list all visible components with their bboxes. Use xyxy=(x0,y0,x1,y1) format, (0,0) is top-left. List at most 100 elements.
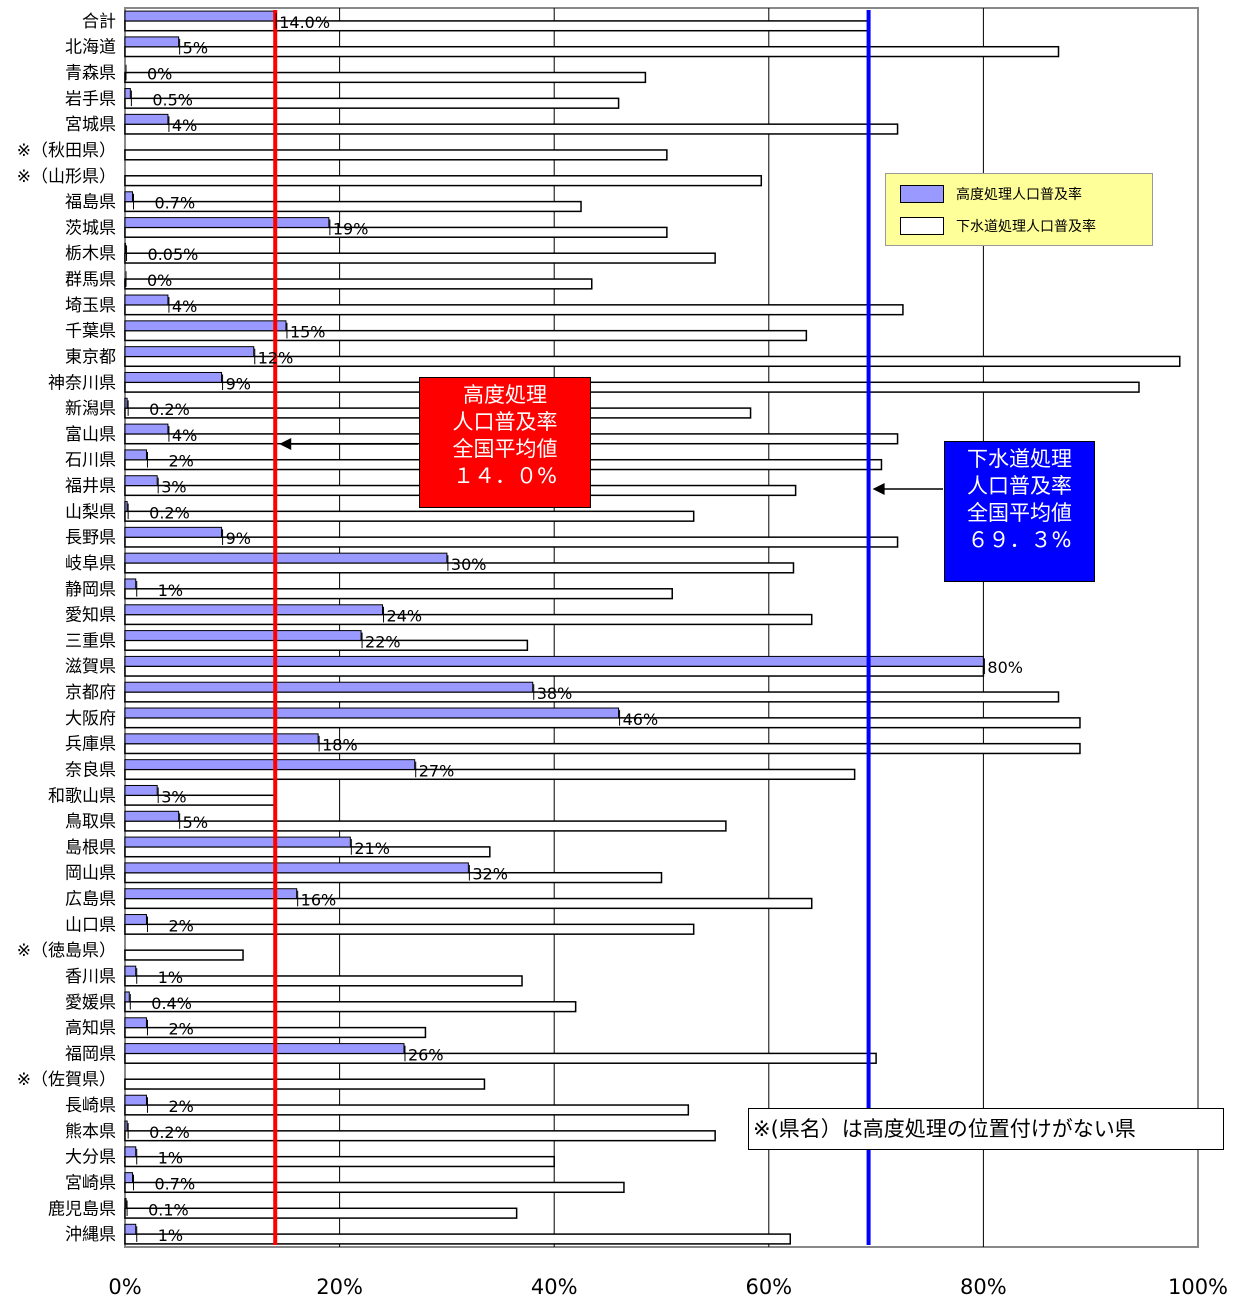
category-label: 東京都 xyxy=(65,347,116,367)
callout-line: 人口普及率 xyxy=(967,474,1072,498)
data-label: 12% xyxy=(258,348,294,367)
bar-sewerage xyxy=(124,1155,555,1168)
bar-high-treatment xyxy=(124,10,276,22)
category-label: ※（佐賀県） xyxy=(17,1070,116,1090)
category-label: 宮城県 xyxy=(65,115,116,135)
bar-sewerage xyxy=(124,252,716,264)
bar-high-treatment xyxy=(124,681,534,693)
bar-high-treatment xyxy=(124,862,469,874)
bar-sewerage xyxy=(124,1181,625,1194)
callout-value: １４．０% xyxy=(453,464,557,488)
data-label: 22% xyxy=(365,632,401,651)
bar-sewerage xyxy=(124,510,695,522)
bar-sewerage xyxy=(124,45,1060,58)
category-label: 兵庫県 xyxy=(65,735,116,755)
category-label: 茨城県 xyxy=(65,218,116,238)
bar-sewerage xyxy=(124,1078,486,1090)
bar-sewerage xyxy=(124,949,244,961)
bar-sewerage xyxy=(124,71,647,84)
callout-line: 下水道処理 xyxy=(967,447,1072,471)
bar-sewerage xyxy=(124,329,808,342)
category-label: 合計 xyxy=(82,12,116,32)
data-label: 0.5% xyxy=(152,90,193,109)
category-label: 福島県 xyxy=(65,193,116,213)
data-label: 21% xyxy=(354,839,390,858)
data-label: 1% xyxy=(158,581,183,600)
bar-sewerage xyxy=(124,768,856,781)
bar-sewerage xyxy=(124,278,593,290)
category-label: 香川県 xyxy=(65,967,116,987)
category-label: 鳥取県 xyxy=(65,812,116,832)
legend-item-high-treatment: 高度処理人口普及率 xyxy=(900,184,1082,204)
category-label: 長野県 xyxy=(65,528,116,548)
reference-lines xyxy=(273,10,943,1245)
bar-sewerage xyxy=(124,562,795,574)
legend-label: 下水道処理人口普及率 xyxy=(956,219,1096,235)
bar-high-treatment xyxy=(124,784,158,796)
data-label: 5% xyxy=(183,813,208,832)
legend-label: 高度処理人口普及率 xyxy=(956,187,1082,203)
bar-high-treatment xyxy=(124,578,137,590)
bar-high-treatment xyxy=(124,113,169,125)
data-label: 2% xyxy=(168,1097,193,1116)
category-label: 静岡県 xyxy=(65,580,116,600)
category-label: 鹿児島県 xyxy=(48,1199,116,1219)
legend: 高度処理人口普及率 下水道処理人口普及率 xyxy=(885,173,1153,246)
data-label: 5% xyxy=(183,39,208,58)
bar-sewerage xyxy=(124,846,491,858)
bar-high-treatment xyxy=(124,888,298,900)
data-label: 0.7% xyxy=(155,1174,196,1193)
bar-high-treatment xyxy=(124,1197,127,1209)
bar-high-treatment xyxy=(124,759,416,770)
category-label: 新潟県 xyxy=(65,399,116,419)
category-label: 福井県 xyxy=(65,477,116,497)
data-label: 1% xyxy=(158,1149,183,1168)
category-label: 広島県 xyxy=(65,890,116,910)
bar-sewerage xyxy=(124,149,668,161)
data-label: 1% xyxy=(158,968,183,987)
data-label: 2% xyxy=(168,916,193,935)
bar-high-treatment xyxy=(124,707,620,719)
data-label: 0.7% xyxy=(155,194,196,213)
bar-sewerage xyxy=(124,226,668,238)
data-label: 15% xyxy=(290,323,326,342)
labels-layer: 0% 20% 40% 60% 80% 100% 合計 14.0% 北海道 5% 青森県 0% 岩手県 0.… xyxy=(17,12,1228,1299)
category-label: 岐阜県 xyxy=(65,554,116,574)
bar-high-treatment xyxy=(124,810,180,822)
bar-high-treatment xyxy=(124,501,128,512)
category-label: 和歌山県 xyxy=(48,786,116,806)
x-tick-label: 0% xyxy=(108,1275,141,1299)
category-label: ※（徳島県） xyxy=(17,941,116,961)
bar-high-treatment xyxy=(124,217,330,228)
bar-sewerage xyxy=(124,175,763,187)
data-label: 30% xyxy=(451,555,487,574)
category-label: 沖縄県 xyxy=(65,1225,116,1245)
bar-sewerage xyxy=(124,975,523,987)
data-label: 80% xyxy=(987,658,1023,677)
legend-swatch xyxy=(900,185,944,203)
bar-high-treatment xyxy=(124,36,180,48)
bar-high-treatment xyxy=(124,88,131,99)
category-label: 群馬県 xyxy=(65,270,116,290)
data-label: 0.2% xyxy=(149,400,190,419)
bar-high-treatment xyxy=(124,991,130,1003)
data-label: 0.05% xyxy=(148,245,199,264)
bar-high-treatment xyxy=(124,836,351,848)
data-label: 9% xyxy=(226,374,251,393)
x-tick-label: 80% xyxy=(960,1275,1007,1299)
bar-high-treatment xyxy=(124,371,223,383)
data-label: 2% xyxy=(168,452,193,471)
category-label: 大阪府 xyxy=(65,709,116,729)
category-label: ※（山形県） xyxy=(17,167,116,187)
bar-high-treatment xyxy=(124,242,127,254)
bar-high-treatment xyxy=(124,1146,137,1158)
bar-high-treatment xyxy=(124,604,384,616)
category-label: 福岡県 xyxy=(65,1044,116,1064)
data-label: 32% xyxy=(472,865,508,884)
bar-high-treatment xyxy=(124,191,134,203)
category-label: 奈良県 xyxy=(65,760,116,780)
category-label: 石川県 xyxy=(65,451,116,471)
data-label: 19% xyxy=(333,219,369,238)
x-tick-label: 60% xyxy=(745,1275,792,1299)
data-label: 26% xyxy=(408,1045,444,1064)
